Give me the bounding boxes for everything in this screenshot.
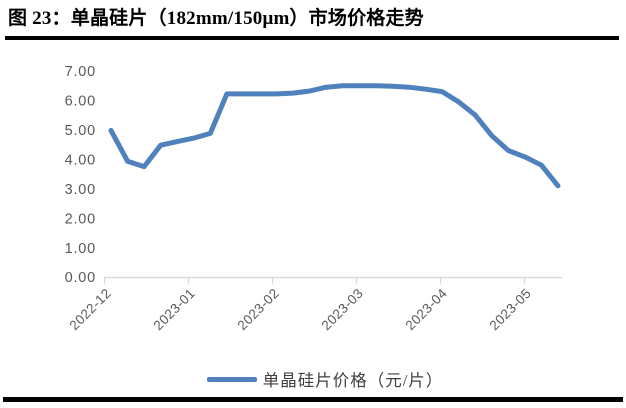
y-axis-tick-label: 3.00 bbox=[65, 182, 96, 198]
y-axis-tick-label: 4.00 bbox=[65, 152, 96, 168]
chart-legend: 单晶硅片价格（元/片） bbox=[12, 367, 626, 391]
y-axis-tick-label: 5.00 bbox=[65, 123, 96, 139]
bottom-divider-bar bbox=[3, 397, 623, 402]
x-axis-tick-label: 2023-04 bbox=[402, 285, 450, 333]
y-axis-tick-label: 0.00 bbox=[65, 270, 96, 286]
title-divider-bar bbox=[5, 36, 619, 40]
x-axis-tick-label: 2023-03 bbox=[318, 286, 366, 334]
legend-series-label: 单晶硅片价格（元/片） bbox=[262, 371, 444, 390]
y-axis-tick-label: 6.00 bbox=[65, 94, 96, 110]
y-axis-tick-label: 1.00 bbox=[65, 241, 96, 257]
figure-title: 图 23：单晶硅片（182mm/150μm）市场价格走势 bbox=[8, 8, 424, 29]
y-axis-tick-label: 2.00 bbox=[65, 211, 96, 227]
x-axis-tick-label: 2023-01 bbox=[150, 286, 198, 334]
x-axis-tick-label: 2022-12 bbox=[66, 286, 114, 334]
price-line-series bbox=[108, 83, 561, 189]
y-axis-tick-label: 7.00 bbox=[65, 64, 96, 80]
x-axis-tick-label: 2023-05 bbox=[486, 286, 534, 334]
legend-line-swatch bbox=[206, 376, 257, 382]
x-axis-tick-label: 2023-02 bbox=[234, 286, 282, 334]
